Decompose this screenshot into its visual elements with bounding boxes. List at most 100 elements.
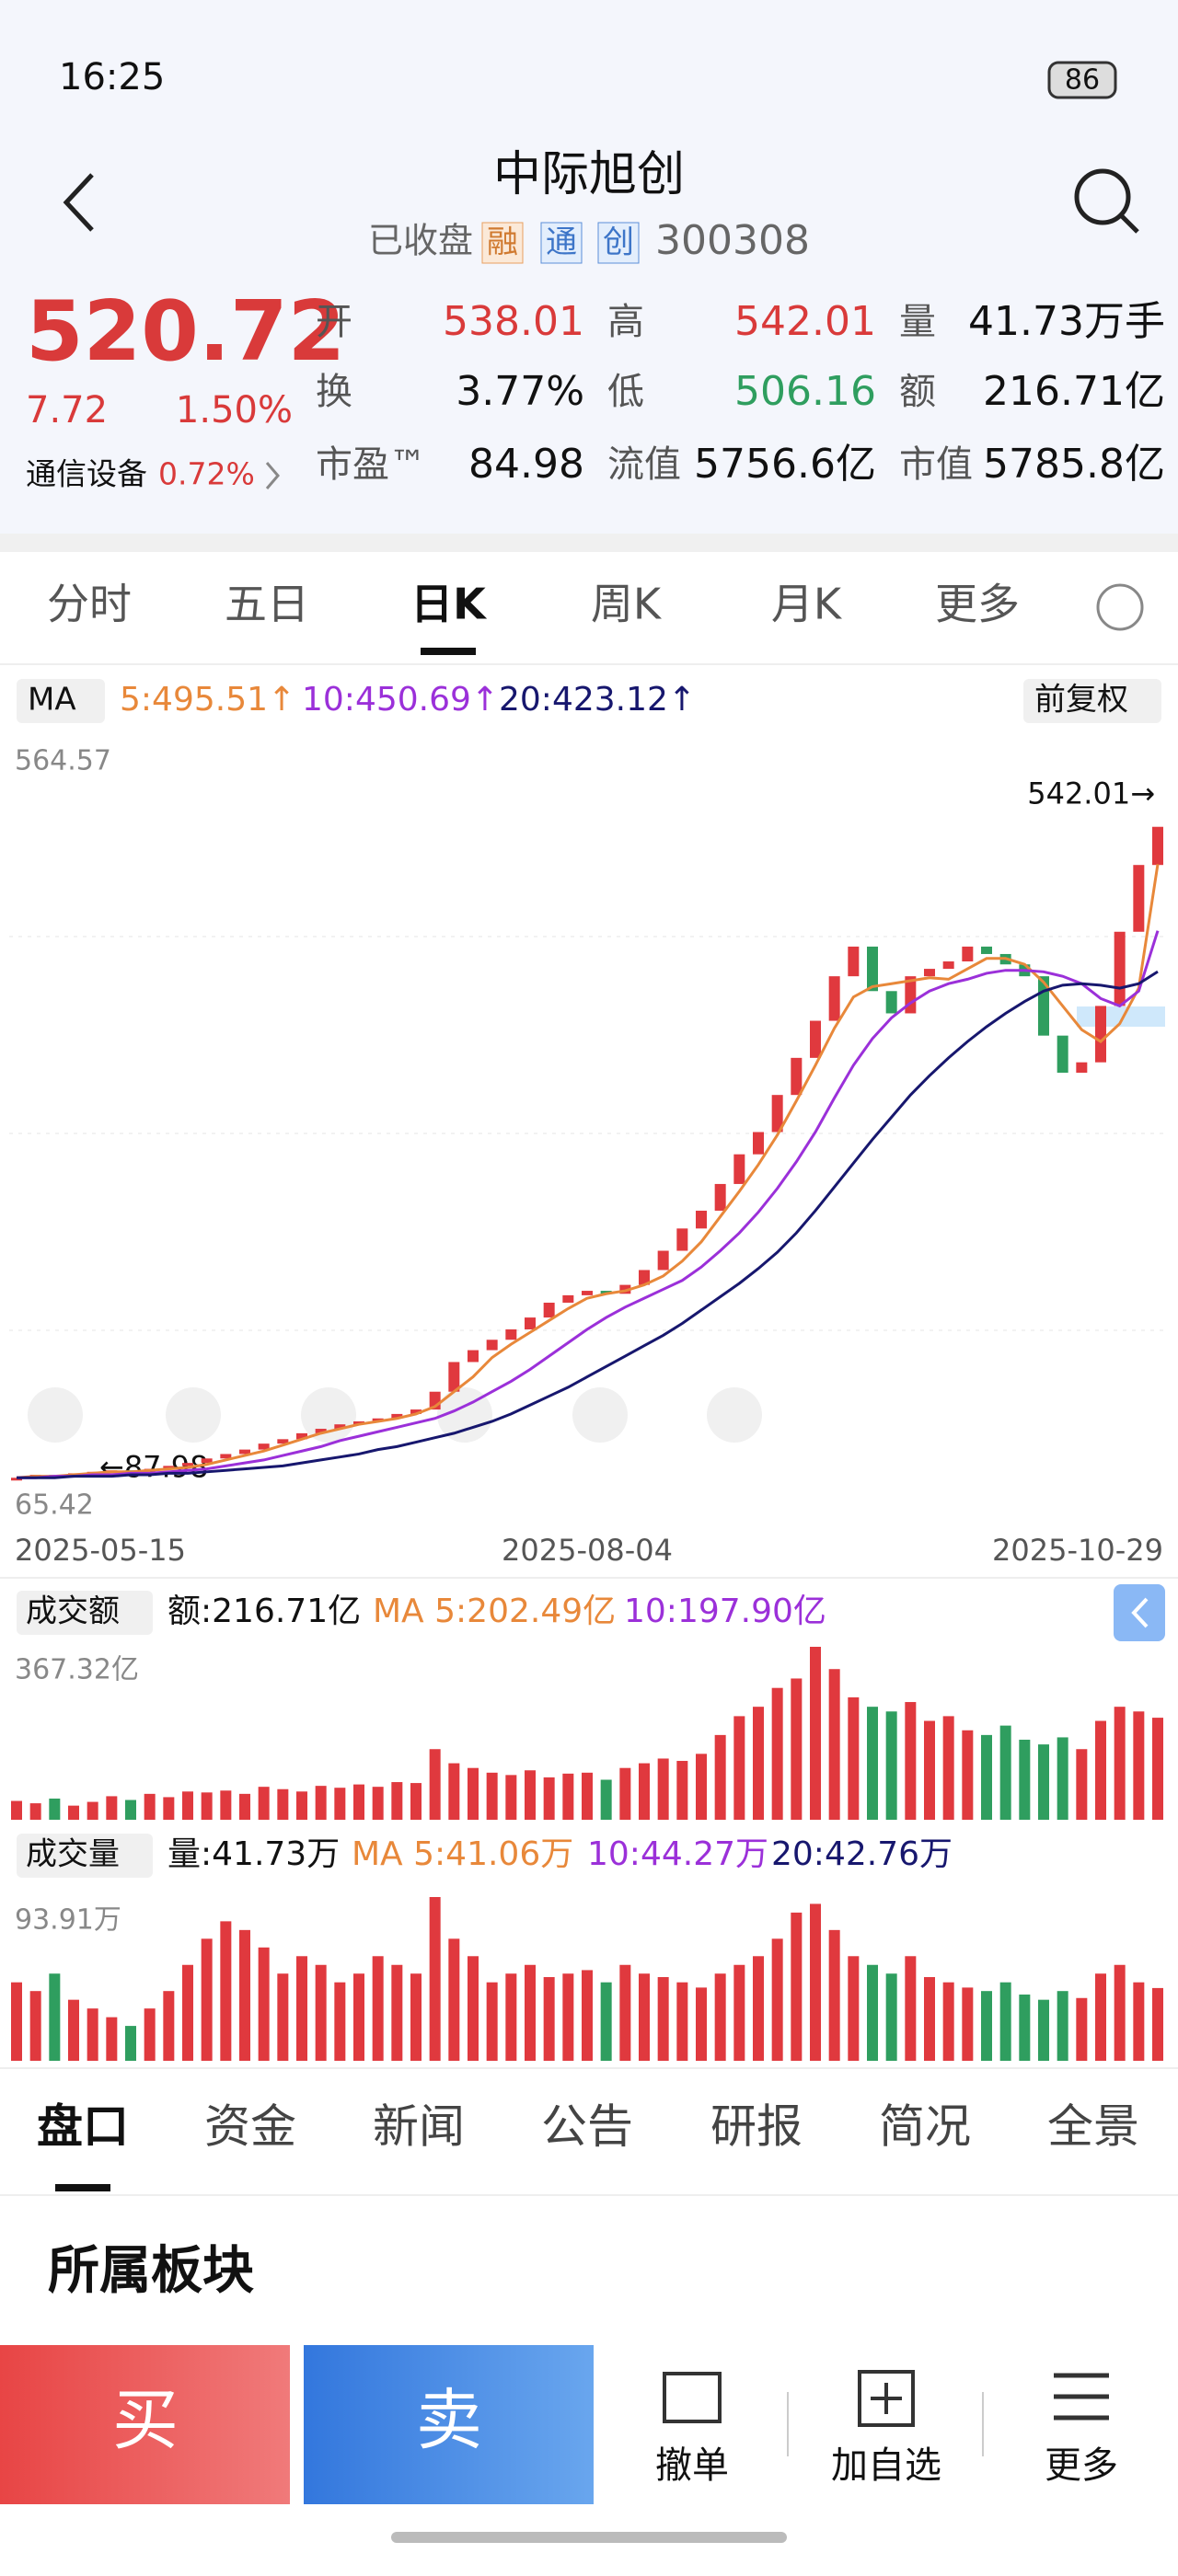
bar (619, 1964, 631, 2061)
battery (1047, 61, 1117, 99)
price: 520.72 (26, 283, 345, 380)
bar (1133, 1711, 1145, 1820)
candle (733, 1154, 745, 1184)
home-indicator (391, 2532, 787, 2543)
sell-label: 卖 (416, 2382, 482, 2459)
bottom-tab[interactable]: 简况 (879, 2100, 971, 2154)
control[interactable] (28, 1387, 83, 1443)
amount-button[interactable] (17, 1591, 153, 1635)
candle (942, 961, 954, 970)
back[interactable] (63, 173, 94, 232)
x-tick-label: 2025-10-29 (992, 1533, 1163, 1568)
candle (962, 946, 974, 962)
watch-icon[interactable] (858, 2370, 915, 2427)
bar (144, 2008, 156, 2061)
ma-button[interactable] (17, 679, 105, 723)
tab-underline (421, 648, 476, 655)
more-icon[interactable] (1054, 2373, 1109, 2421)
candle (258, 1443, 270, 1450)
tab[interactable]: 月K (771, 580, 843, 629)
bar (676, 1982, 688, 2061)
candle (791, 1057, 803, 1096)
candle (1133, 865, 1145, 932)
button-label: 成交额 (26, 1593, 120, 1630)
control[interactable] (707, 1387, 762, 1443)
divider (0, 534, 1178, 552)
candle (372, 1418, 384, 1421)
tab[interactable]: 更多 (935, 580, 1020, 629)
ma-line (17, 970, 1159, 1479)
settings[interactable] (1096, 583, 1144, 631)
control[interactable] (301, 1387, 356, 1443)
buy-button[interactable] (0, 2345, 290, 2504)
field-value: 41.73万手 (968, 298, 1165, 345)
button-label: 成交量 (26, 1836, 120, 1873)
control[interactable] (437, 1387, 492, 1443)
search (1119, 213, 1139, 234)
buy-label: 买 (112, 2382, 179, 2459)
bar (49, 1973, 61, 2061)
bar (106, 2017, 118, 2061)
tab[interactable]: 周K (591, 580, 663, 629)
bar (1152, 1718, 1163, 1820)
bar (619, 1767, 631, 1820)
bar (639, 1763, 650, 1820)
bar (733, 1716, 745, 1820)
bottom-tab[interactable]: 全景 (1047, 2100, 1139, 2154)
ma-line (16, 864, 1160, 1479)
value-label: 额:216.71亿 (167, 1593, 361, 1630)
tab[interactable]: 分时 (47, 580, 132, 629)
bar (182, 1791, 193, 1820)
ma-legend: 20:423.12↑ (499, 681, 696, 719)
candle (639, 1270, 650, 1285)
search[interactable] (1074, 168, 1131, 225)
bar (848, 1696, 860, 1820)
candle (448, 1362, 460, 1392)
cancel-icon[interactable] (663, 2372, 722, 2423)
candle (600, 1291, 612, 1294)
candle (296, 1432, 307, 1440)
tab[interactable]: 日K (410, 580, 488, 629)
chevron[interactable] (265, 462, 280, 489)
bar (848, 1956, 860, 2061)
bottom-tabs: 盘口 资金 新闻 公告 研报 简况 全景 (37, 2100, 1139, 2154)
bar (771, 1938, 783, 2061)
bar (582, 1970, 593, 2061)
bar (525, 1770, 536, 1820)
bar (1133, 1982, 1145, 2061)
bar (999, 1725, 1011, 1820)
tab[interactable]: 五日 (225, 580, 309, 629)
badge (481, 222, 524, 264)
side-button[interactable] (1114, 1584, 1165, 1641)
tab-underline (55, 2184, 110, 2191)
candle (771, 1095, 783, 1133)
bar (981, 1991, 992, 2061)
bar (277, 1788, 289, 1820)
field-value: 538.01 (443, 298, 584, 345)
candle (239, 1449, 250, 1455)
bar (372, 1787, 384, 1820)
adjust-button[interactable] (1023, 679, 1161, 723)
bottom-tab[interactable]: 资金 (204, 2100, 296, 2154)
bar (334, 1982, 346, 2061)
bottom-tab[interactable]: 盘口 (37, 2100, 129, 2154)
bar (106, 1796, 118, 1820)
bar (1019, 1994, 1031, 2061)
control[interactable] (166, 1387, 221, 1443)
time: 16:25 (59, 56, 165, 98)
bottom-tab[interactable]: 新闻 (373, 2100, 465, 2154)
bar (448, 1763, 460, 1820)
volume-button[interactable] (17, 1834, 153, 1878)
x-tick-label: 2025-08-04 (502, 1533, 673, 1568)
field-label: 低 (607, 371, 644, 413)
bottom-tab[interactable]: 研报 (710, 2100, 803, 2154)
bar (676, 1761, 688, 1820)
field-label: 市盈™ (316, 443, 426, 486)
bar (867, 1707, 878, 1820)
candle (277, 1439, 289, 1444)
control[interactable] (572, 1387, 628, 1443)
bottom-tab[interactable]: 公告 (541, 2100, 633, 2154)
sell-button[interactable] (304, 2345, 594, 2504)
bar (1095, 1720, 1106, 1820)
